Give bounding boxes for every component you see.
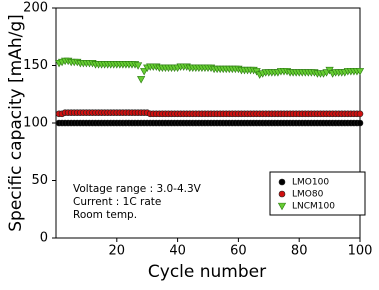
x-tick-label: 20 xyxy=(109,244,126,259)
point xyxy=(355,68,365,76)
point xyxy=(356,119,364,127)
annotation: Room temp. xyxy=(73,209,137,221)
y-tick-label: 100 xyxy=(23,116,48,131)
legend-marker xyxy=(278,190,286,198)
legend-marker xyxy=(277,202,287,211)
annotation: Voltage range : 3.0-4.3V xyxy=(73,183,202,195)
y-tick-label: 50 xyxy=(31,173,48,188)
legend-label: LMO100 xyxy=(292,178,329,188)
y-tick-label: 0 xyxy=(40,231,48,246)
x-tick-label: 60 xyxy=(230,244,247,259)
x-tick-label: 100 xyxy=(348,244,373,259)
y-tick-label: 200 xyxy=(23,1,48,16)
legend-marker xyxy=(278,178,286,186)
x-tick-label: 40 xyxy=(169,244,186,259)
x-axis-label: Cycle number xyxy=(148,262,266,282)
legend-label: LNCM100 xyxy=(292,202,335,212)
legend-box xyxy=(269,171,366,216)
point xyxy=(140,68,149,76)
legend-label: LMO80 xyxy=(292,190,324,200)
point xyxy=(133,62,143,70)
point xyxy=(356,110,364,118)
x-tick-label: 80 xyxy=(291,244,308,259)
annotation: Current : 1C rate xyxy=(73,196,161,208)
y-axis-label: Specific capacity [mAh/g] xyxy=(6,14,26,232)
point xyxy=(137,76,146,84)
y-tick-label: 150 xyxy=(23,58,48,73)
